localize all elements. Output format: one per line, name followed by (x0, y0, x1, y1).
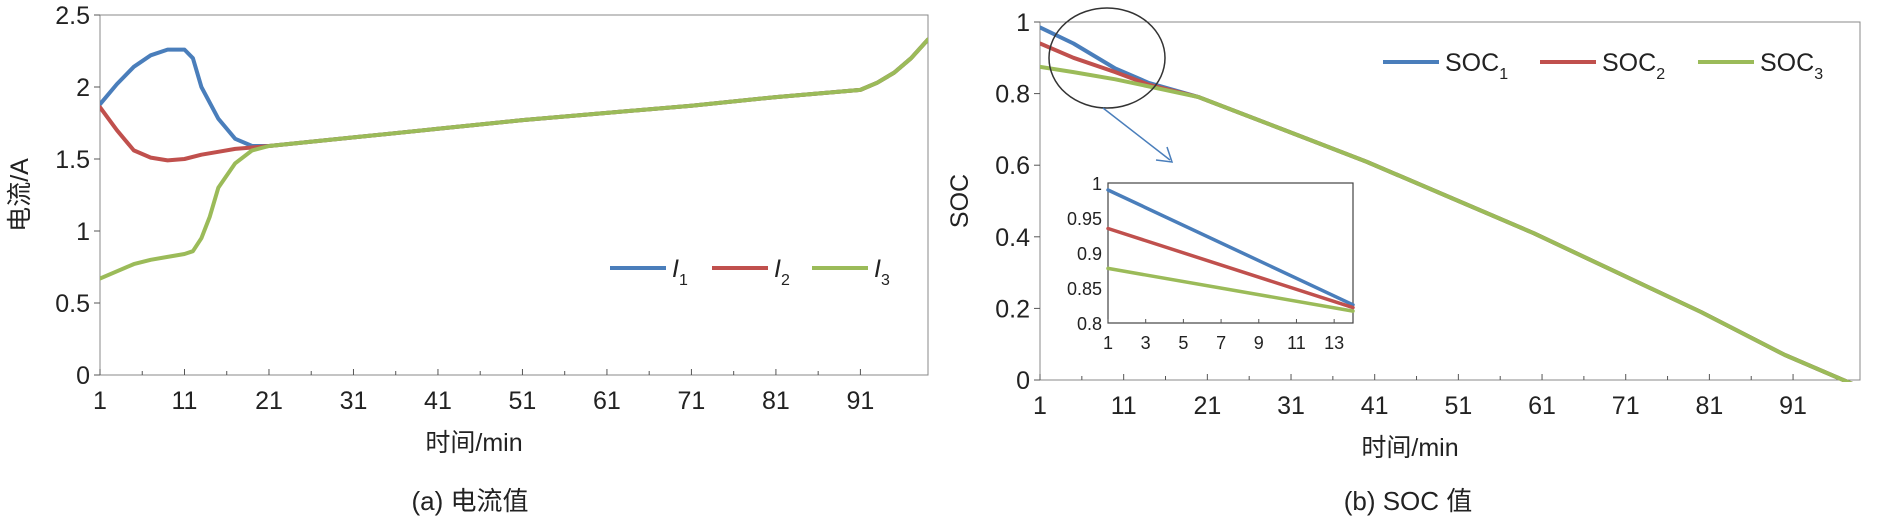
y-axis-label: SOC (946, 174, 974, 228)
y-tick-label: 0 (76, 362, 90, 390)
inset-x-tick-label: 9 (1254, 333, 1264, 353)
y-tick-label: 1.5 (55, 146, 90, 174)
legend-label-2: I2 (774, 255, 790, 289)
chart-current: 00.511.522.51 11 21 31 41 51 61 71 81 91时间/min电流/… (6, 2, 929, 516)
y-tick-label: 0.6 (995, 152, 1030, 180)
x-tick-label: 61 (1528, 392, 1556, 420)
series-line-3 (100, 37, 928, 281)
x-tick-label: 21 (1193, 392, 1221, 420)
inset-x-tick-label: 7 (1216, 333, 1226, 353)
inset-frame (1107, 182, 1354, 324)
inset-x-tick-label: 5 (1178, 333, 1188, 353)
y-tick-label: 0.2 (995, 295, 1030, 323)
x-tick-label: 51 (509, 387, 537, 415)
x-tick-label: 11 (1111, 392, 1137, 420)
inset-y-tick-label: 0.8 (1077, 314, 1102, 334)
legend-label-2-text: I (774, 255, 781, 283)
x-tick-label: 61 (593, 387, 621, 415)
legend-label-1: SOC1 (1445, 49, 1508, 83)
zoom-arrow-line (1102, 107, 1171, 161)
legend-label-3-text: SOC (1760, 49, 1814, 77)
inset-x-tick-label: 1 (1103, 333, 1113, 353)
y-tick-label: 1 (76, 218, 90, 246)
zoom-ellipse (1048, 7, 1166, 109)
y-tick-label: 2.5 (55, 2, 90, 30)
x-tick-label: 71 (1612, 392, 1640, 420)
y-axis-label: 电流/A (6, 158, 34, 232)
zoom-arrow-head (1155, 146, 1174, 163)
series-line-2 (100, 37, 928, 163)
plot-frame (99, 14, 929, 376)
legend-label-1-subscript: 1 (1499, 66, 1508, 83)
x-tick-label: 1 (93, 387, 107, 415)
chart-caption: (a) 电流值 (411, 486, 528, 516)
inset-background (1052, 180, 1360, 360)
legend-label-3-subscript: 3 (881, 272, 890, 289)
inset-series-line-3 (1106, 266, 1355, 313)
x-tick-label: 31 (340, 387, 368, 415)
legend-label-3-text: I (874, 255, 881, 283)
legend-label-2: SOC2 (1602, 49, 1665, 83)
y-tick-label: 0.4 (995, 224, 1030, 252)
chart-soc: 00.20.40.60.811 11 21 31 41 51 61 71 81 91时间/minS… (946, 7, 1861, 516)
legend-label-3-subscript: 3 (1814, 66, 1823, 83)
y-tick-label: 0 (1016, 367, 1030, 395)
x-tick-label: 81 (762, 387, 790, 415)
inset-y-tick-label: 0.85 (1067, 279, 1102, 299)
legend-label-1-text: SOC (1445, 49, 1499, 77)
legend-label-1-text: I (672, 255, 679, 283)
x-tick-label: 31 (1277, 392, 1305, 420)
legend-label-1: I1 (672, 255, 688, 289)
inset-series-line-2 (1106, 226, 1355, 310)
legend-label-2-subscript: 2 (781, 272, 790, 289)
x-tick-label: 71 (678, 387, 706, 415)
inset-y-tick-label: 1 (1092, 174, 1102, 194)
x-tick-label: 91 (847, 387, 875, 415)
legend-label-3: I3 (874, 255, 890, 289)
series-line-3 (1040, 64, 1853, 382)
legend-label-2-text: SOC (1602, 49, 1656, 77)
legend-label-2-subscript: 2 (1656, 66, 1665, 83)
x-tick-label: 91 (1779, 392, 1807, 420)
x-tick-label: 1 (1033, 392, 1047, 420)
inset-x-tick-label: 13 (1324, 333, 1344, 353)
x-tick-label: 11 (172, 387, 198, 415)
x-tick-label: 51 (1444, 392, 1472, 420)
inset-series-line-1 (1106, 188, 1355, 307)
plot-frame (1039, 21, 1861, 381)
y-tick-label: 0.8 (995, 81, 1030, 109)
x-tick-label: 41 (1361, 392, 1389, 420)
x-axis-label: 时间/min (1361, 434, 1458, 462)
x-tick-label: 81 (1695, 392, 1723, 420)
y-tick-label: 2 (76, 74, 90, 102)
x-axis-label: 时间/min (425, 429, 522, 457)
y-tick-label: 0.5 (55, 290, 90, 318)
x-tick-label: 21 (255, 387, 283, 415)
x-tick-label: 41 (424, 387, 452, 415)
legend-label-3: SOC3 (1760, 49, 1823, 83)
inset-x-tick-label: 11 (1287, 333, 1306, 353)
legend-label-1-subscript: 1 (679, 272, 688, 289)
inset-x-tick-label: 3 (1141, 333, 1151, 353)
inset-y-tick-label: 0.9 (1077, 244, 1102, 264)
chart-caption: (b) SOC 值 (1344, 486, 1473, 516)
y-tick-label: 1 (1016, 9, 1030, 37)
inset-y-tick-label: 0.95 (1067, 209, 1102, 229)
